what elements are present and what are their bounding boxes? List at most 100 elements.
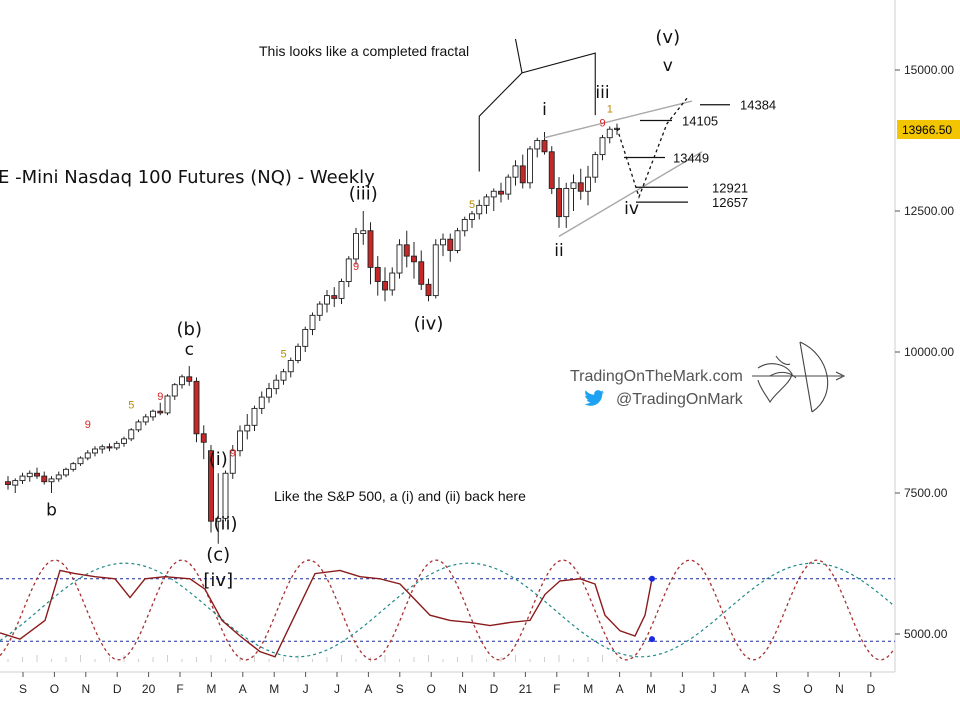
overlays-layer xyxy=(478,38,730,237)
candle xyxy=(425,278,432,302)
candle xyxy=(367,222,374,285)
candle xyxy=(519,154,526,189)
candle xyxy=(353,227,359,265)
candle xyxy=(41,471,48,485)
candle xyxy=(5,476,11,490)
brand-site: TradingOnTheMark.com xyxy=(570,368,743,385)
candle xyxy=(215,473,222,544)
time-tick-label: D xyxy=(490,682,499,696)
level-label: 14384 xyxy=(740,98,776,113)
osc-lower-dot xyxy=(649,636,655,643)
candle xyxy=(273,374,280,395)
candle xyxy=(585,165,591,206)
candle xyxy=(592,151,599,183)
time-tick-label: F xyxy=(553,682,560,696)
time-tick-label: F xyxy=(176,682,183,696)
candle xyxy=(324,289,330,313)
level-label: 12921 xyxy=(712,180,748,195)
candle xyxy=(345,256,352,288)
time-tick-label: A xyxy=(616,682,624,696)
candle xyxy=(389,267,396,296)
candle xyxy=(171,383,178,400)
candle xyxy=(128,428,135,442)
candle xyxy=(498,182,504,203)
time-tick-label: J xyxy=(334,682,340,696)
sequence-count: 1 xyxy=(607,103,613,115)
time-tick-label: J xyxy=(303,682,309,696)
candle xyxy=(244,414,251,440)
time-tick-label: O xyxy=(427,682,436,696)
last-price-flag: 13966.50 xyxy=(897,120,960,139)
wave-label: iii xyxy=(595,83,609,103)
time-tick-label: S xyxy=(773,682,781,696)
wave-label: iv xyxy=(624,199,639,219)
candle xyxy=(63,467,69,478)
candle xyxy=(106,443,113,452)
time-tick-label: M xyxy=(646,682,656,696)
candle xyxy=(26,470,33,482)
labels-layer: 1438414105134491292112657959959591b(b)c(… xyxy=(46,27,776,591)
time-tick-label: A xyxy=(239,682,247,696)
fractal-leader-line xyxy=(514,38,523,73)
sequence-count: 9 xyxy=(230,447,236,459)
channel-lower-line xyxy=(558,151,703,237)
candle xyxy=(454,227,461,254)
wave-label: v xyxy=(663,56,673,76)
time-tick-label: O xyxy=(50,682,59,696)
sequence-count: 5 xyxy=(128,399,134,411)
candle xyxy=(374,256,381,296)
candle xyxy=(440,233,446,257)
price-tick-label: 10000.00 xyxy=(904,345,954,359)
fractal-annotation: This looks like a completed fractal xyxy=(259,43,469,59)
candle xyxy=(164,394,171,416)
candle xyxy=(295,343,301,364)
candle xyxy=(338,278,345,305)
candle xyxy=(461,216,468,237)
candle xyxy=(316,301,323,321)
note-annotation: Like the S&P 500, a (i) and (ii) back he… xyxy=(274,488,526,504)
wave-label: ii xyxy=(554,241,563,261)
price-tick-label: 12500.00 xyxy=(904,204,954,218)
candle xyxy=(541,132,548,155)
candle xyxy=(418,250,425,290)
axis-frame: 15000.00 12500.00 10000.00 7500.00 5000.00 S O… xyxy=(0,0,954,696)
candle xyxy=(302,326,309,352)
level-label: 14105 xyxy=(682,113,718,128)
candle xyxy=(157,402,164,416)
candle xyxy=(266,383,272,403)
candle xyxy=(142,414,149,426)
wave-label: (b) xyxy=(177,319,202,340)
candle xyxy=(70,461,77,472)
time-tick-label: N xyxy=(835,682,844,696)
time-tick-label: O xyxy=(803,682,812,696)
candle xyxy=(121,436,127,447)
candle xyxy=(432,239,439,299)
chart-title: E -Mini Nasdaq 100 Futures (NQ) - Weekly xyxy=(0,167,375,188)
candle xyxy=(200,425,207,460)
candle xyxy=(396,239,403,279)
time-tick-label: M xyxy=(206,682,216,696)
wave-label: (i) xyxy=(209,449,228,470)
candle xyxy=(99,444,106,454)
wave-label: (iii) xyxy=(349,184,378,205)
wave-label: (ii) xyxy=(213,514,237,535)
candle xyxy=(222,470,229,522)
time-tick-label: 20 xyxy=(142,682,156,696)
candle xyxy=(84,450,91,461)
candle xyxy=(505,174,512,200)
sequence-count: 5 xyxy=(469,199,475,211)
time-tick-label: 21 xyxy=(519,682,533,696)
candle xyxy=(193,377,200,443)
sequence-count: 9 xyxy=(157,391,163,403)
branding: TradingOnTheMark.com @TradingOnMark xyxy=(570,341,846,413)
candle xyxy=(476,199,483,220)
time-tick-label: D xyxy=(866,682,875,696)
candle xyxy=(570,174,577,211)
wave-label: [iv] xyxy=(203,570,233,591)
wave-label: (c) xyxy=(206,545,230,566)
candle xyxy=(411,242,417,279)
oscillator-panel xyxy=(0,559,895,662)
candle xyxy=(12,478,19,493)
candle xyxy=(382,267,388,302)
